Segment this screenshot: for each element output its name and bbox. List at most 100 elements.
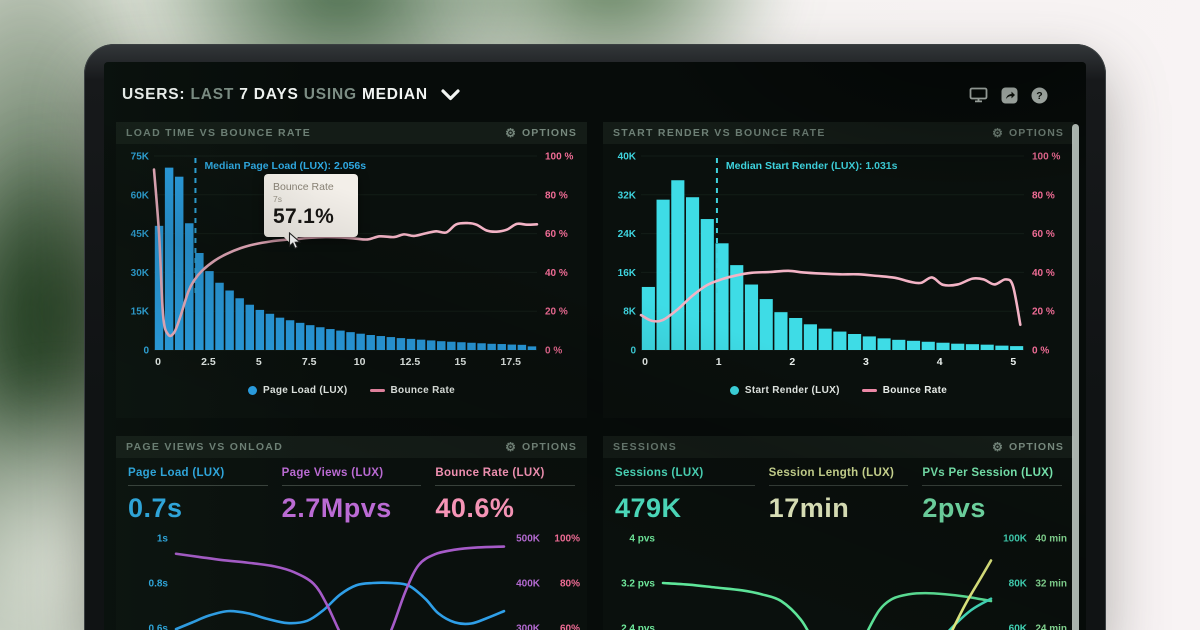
bar — [255, 309, 265, 350]
help-icon[interactable]: ? — [1031, 87, 1048, 104]
legend-item[interactable]: Bounce Rate — [861, 385, 947, 396]
left-axis-tick: 1s — [157, 534, 169, 545]
right-axis-tick: 300K — [516, 624, 541, 630]
share-icon[interactable] — [1001, 87, 1018, 104]
metric: PVs Per Session (LUX) 2pvs — [922, 467, 1063, 524]
panel-load-time-vs-bounce-rate: LOAD TIME VS BOUNCE RATE ⚙ OPTIONS 100 %… — [116, 122, 587, 418]
series-line-sessions-lux- — [947, 597, 993, 630]
chart-legend: Page Load (LUX) Bounce Rate — [116, 379, 587, 401]
left-axis-tick: 75K — [131, 152, 150, 163]
metric: Session Length (LUX) 17min — [768, 467, 909, 524]
metric-value: 17min — [768, 493, 850, 523]
bar — [527, 346, 537, 350]
bar — [316, 327, 325, 350]
left-axis-tick: 0.6s — [149, 624, 169, 630]
bar — [789, 317, 803, 350]
left-axis-tick: 32K — [618, 190, 637, 201]
median-label: Median Page Load (LUX): 2.056s — [204, 160, 366, 172]
x-axis-tick: 15 — [455, 356, 467, 368]
options-button[interactable]: ⚙ OPTIONS — [992, 127, 1064, 139]
bar — [517, 344, 527, 350]
metric-label: Bounce Rate (LUX) — [435, 467, 545, 479]
panel-header: START RENDER VS BOUNCE RATE ⚙ OPTIONS — [603, 122, 1074, 144]
options-button[interactable]: ⚙ OPTIONS — [505, 441, 577, 453]
legend-label: Start Render (LUX) — [744, 384, 840, 396]
bar — [892, 339, 906, 350]
panel-header: PAGE VIEWS VS ONLOAD ⚙ OPTIONS — [116, 436, 587, 458]
legend-line-swatch — [369, 388, 385, 392]
metric-label: Page Load (LUX) — [128, 467, 225, 479]
left-axis-tick: 8K — [623, 307, 637, 318]
options-button[interactable]: ⚙ OPTIONS — [505, 127, 577, 139]
display-icon[interactable] — [969, 87, 988, 103]
bar — [980, 344, 994, 350]
load-time-chart[interactable]: 100 % 80 % 60 % 40 % 20 % 0 % 75K 60K 45K 30K 15K 0… — [116, 144, 587, 374]
options-label: OPTIONS — [522, 441, 577, 453]
x-axis-tick: 5 — [256, 356, 262, 368]
bar — [951, 343, 965, 350]
metric-value: 2pvs — [922, 493, 986, 523]
metric-underline — [435, 485, 576, 486]
chevron-down-icon[interactable] — [441, 89, 460, 101]
sessions-chart[interactable]: 4 pvs 3.2 pvs 2.4 pvs 100K 80K 60K 40 min 32 mi… — [603, 528, 1074, 630]
bar — [921, 341, 935, 350]
left-axis-tick: 15K — [131, 307, 150, 318]
right-axis-tick: 60 % — [1032, 229, 1055, 240]
bar — [1010, 346, 1024, 350]
left-axis-tick: 3.2 pvs — [621, 579, 655, 590]
metric-underline — [922, 485, 1063, 486]
right-axis-tick: 500K — [516, 534, 541, 545]
options-label: OPTIONS — [1009, 127, 1064, 139]
legend-line-swatch — [861, 388, 877, 392]
options-button[interactable]: ⚙ OPTIONS — [992, 441, 1064, 453]
metric-value: 0.7s — [128, 493, 183, 523]
legend-item[interactable]: Page Load (LUX) — [248, 385, 348, 396]
right-axis-tick: 100K — [1003, 534, 1028, 545]
bar — [507, 344, 517, 350]
bar — [759, 299, 773, 350]
right-axis-tick: 20 % — [545, 307, 568, 318]
page-views-chart[interactable]: 1s 0.8s 0.6s 500K 400K 300K 100% 80% 60% — [116, 528, 587, 630]
start-render-chart[interactable]: 100 % 80 % 60 % 40 % 20 % 0 % 40K 32K 24K 16K 8K 0 M… — [603, 144, 1074, 374]
x-axis-tick: 17.5 — [501, 356, 522, 368]
bar-series — [641, 180, 1024, 350]
metric-label: Sessions (LUX) — [615, 467, 704, 479]
metric-row: Sessions (LUX) 479K Session Length (LUX) 17… — [603, 458, 1074, 528]
bar — [477, 343, 486, 350]
left-axis-tick: 0.8s — [149, 579, 169, 590]
bar — [715, 243, 729, 350]
bar — [406, 338, 416, 350]
panel-title: PAGE VIEWS VS ONLOAD — [126, 441, 284, 453]
bar — [671, 180, 685, 350]
left-axis-tick: 2.4 pvs — [621, 624, 655, 630]
header-toolbar: ? — [969, 87, 1068, 104]
bar — [376, 336, 386, 350]
right-axis-tick: 32 min — [1035, 579, 1067, 590]
title-part: 7 DAYS — [234, 86, 299, 103]
title-part: USERS: — [122, 86, 186, 103]
vertical-scrollbar[interactable] — [1072, 124, 1079, 630]
legend-label: Bounce Rate — [390, 384, 455, 396]
x-axis-tick: 10 — [354, 356, 366, 368]
legend-item[interactable]: Start Render (LUX) — [729, 384, 840, 396]
x-axis-tick: 12.5 — [400, 356, 421, 368]
right-axis-tick: 0 % — [1032, 346, 1049, 357]
metric: Sessions (LUX) 479K — [615, 467, 755, 524]
x-axis-tick: 3 — [863, 356, 869, 368]
bar — [164, 167, 174, 350]
users-range-dropdown[interactable]: USERS: LAST 7 DAYS USING MEDIAN — [122, 86, 460, 104]
tooltip-subtitle: 7s — [273, 194, 282, 204]
x-axis-tick: 2.5 — [201, 356, 216, 368]
gear-icon: ⚙ — [992, 126, 1005, 140]
right-axis-tick: 20 % — [1032, 307, 1055, 318]
series-line-page-views-lux- — [174, 545, 506, 630]
bar — [936, 342, 950, 350]
screen: USERS: LAST 7 DAYS USING MEDIAN ? — [104, 62, 1086, 630]
tooltip-value: 57.1% — [273, 205, 335, 228]
tooltip-title: Bounce Rate — [273, 181, 334, 193]
bar — [803, 324, 817, 350]
legend-item[interactable]: Bounce Rate — [369, 384, 455, 396]
bar — [285, 320, 295, 350]
right-axis-tick: 100 % — [1032, 152, 1060, 163]
right-axis-tick: 60% — [560, 624, 580, 630]
